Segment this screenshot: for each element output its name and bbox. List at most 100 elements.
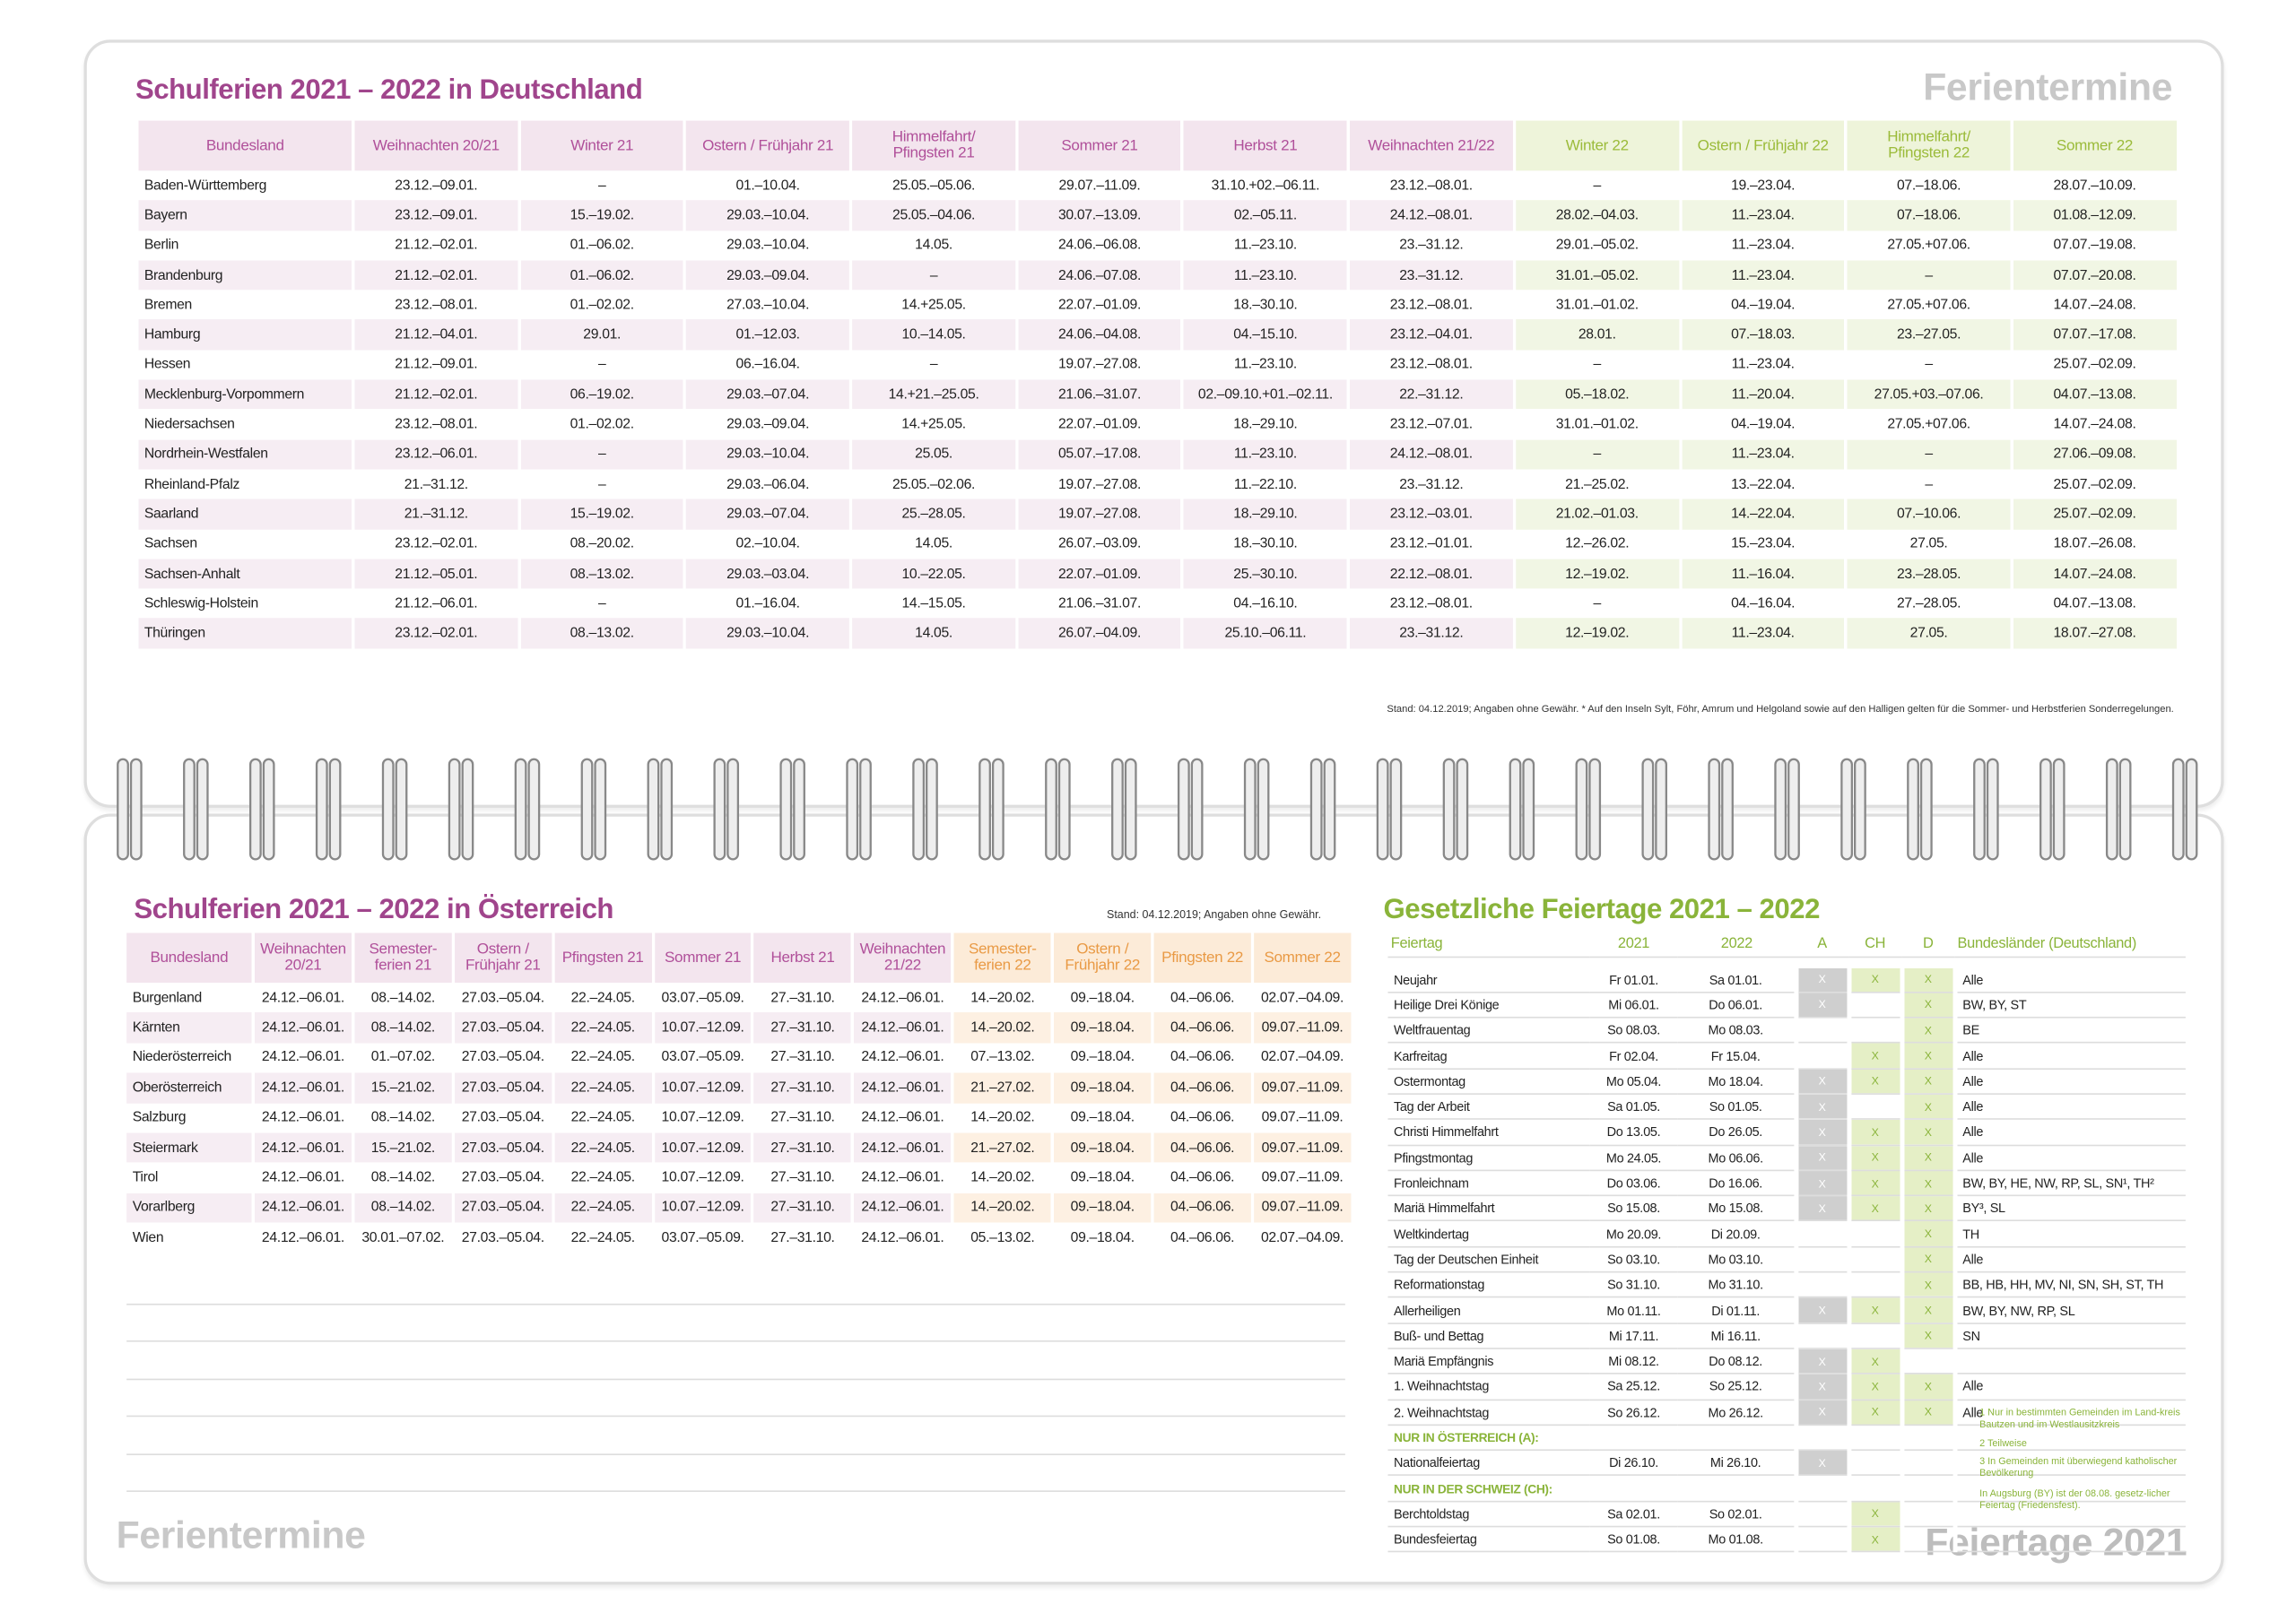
holiday-date: Mo 03.10. <box>1677 1246 1796 1273</box>
states: BE <box>1954 1017 2186 1045</box>
spiral-ring <box>846 758 872 861</box>
country-mark: X <box>1846 1399 1904 1426</box>
table-row: Oberösterreich 24.12.–06.01. 15.–21.02. 27.… <box>126 1072 1354 1104</box>
holiday-row: Mariä Himmelfahrt So 15.08. Mo 15.08. X X X BY… <box>1387 1195 2186 1222</box>
date-range: 23.12.–08.01. <box>1348 290 1516 320</box>
holiday-date: Mo 06.06. <box>1677 1144 1796 1172</box>
date-range: 25.07.–02.09. <box>2012 350 2179 380</box>
holiday-date: Mo 31.10. <box>1677 1271 1796 1298</box>
date-range: 04.–06.06. <box>1152 1132 1254 1163</box>
country-mark <box>1793 1322 1851 1349</box>
spiral-ring <box>1509 758 1535 861</box>
states: Alle <box>1954 1399 2186 1426</box>
date-range: 24.12.–06.01. <box>852 1103 954 1133</box>
writing-line <box>126 1490 1345 1492</box>
section-label: NUR IN DER SCHWEIZ (CH): <box>1387 1475 1796 1503</box>
region-name: Saarland <box>138 499 355 530</box>
date-range: 03.07.–05.09. <box>652 1043 754 1073</box>
holiday-date: Mo 01.08. <box>1677 1526 1796 1553</box>
date-range: – <box>518 469 687 499</box>
country-mark: X <box>1899 967 1957 993</box>
holiday-name: Mariä Empfängnis <box>1387 1348 1590 1375</box>
states: Alle <box>1954 1246 2186 1273</box>
date-range: – <box>518 350 687 380</box>
table-row: Sachsen-Anhalt 21.12.–05.01. 08.–13.02. 29.… <box>138 559 2179 589</box>
date-range: – <box>1512 588 1682 619</box>
table-row: Bremen 23.12.–08.01. 01.–02.02. 27.03.–10.0… <box>138 290 2179 320</box>
date-range: 25.05.–04.06. <box>850 200 1019 230</box>
spiral-ring <box>1309 758 1336 861</box>
spiral-ring <box>2171 758 2198 861</box>
date-range: 01.08.–12.09. <box>2012 200 2179 230</box>
page-label: Ferientermine <box>1923 65 2173 109</box>
region-name: Burgenland <box>126 983 255 1013</box>
date-range: 05.–18.02. <box>1512 379 1682 410</box>
date-range: 30.07.–13.09. <box>1016 200 1185 230</box>
title: Schulferien 2021 – 2022 in Österreich <box>134 894 613 926</box>
holiday-date: Do 16.06. <box>1677 1170 1796 1197</box>
date-range: 12.–19.02. <box>1512 559 1682 589</box>
date-range: 22.–24.05. <box>552 1162 655 1193</box>
holiday-date: So 01.05. <box>1677 1094 1796 1121</box>
holiday-date: Mo 08.03. <box>1677 1017 1796 1045</box>
date-range: 09.07.–11.09. <box>1252 1192 1354 1223</box>
date-range: 15.–21.02. <box>352 1072 455 1104</box>
writing-line <box>126 1378 1345 1380</box>
date-range: 07.–18.03. <box>1680 319 1848 351</box>
table-row: Salzburg 24.12.–06.01. 08.–14.02. 27.03.–05… <box>126 1103 1354 1133</box>
date-range: 31.01.–05.02. <box>1512 260 1682 291</box>
holiday-name: Buß- und Bettag <box>1387 1322 1590 1349</box>
holiday-name: Neujahr <box>1387 967 1590 993</box>
date-range: 18.–30.10. <box>1182 529 1350 559</box>
country-mark <box>1793 1246 1851 1273</box>
spiral-ring <box>448 758 474 861</box>
column-header: A <box>1796 930 1849 958</box>
date-range: 14.–15.05. <box>850 588 1019 619</box>
date-range: 27.03.–05.04. <box>453 1162 555 1193</box>
date-range: 14.+21.–25.05. <box>850 379 1019 410</box>
date-range: 23.12.–02.01. <box>352 618 521 649</box>
date-range: 02.–05.11. <box>1182 200 1350 230</box>
region-name: Baden-Württemberg <box>138 170 355 201</box>
states <box>1954 1348 2186 1375</box>
holiday-name: Karfreitag <box>1387 1043 1590 1070</box>
region-name: Sachsen-Anhalt <box>138 559 355 589</box>
country-mark: X <box>1846 1068 1904 1095</box>
spiral-ring <box>978 758 1004 861</box>
date-range: 04.–06.06. <box>1152 1162 1254 1193</box>
holiday-date: So 15.08. <box>1589 1195 1678 1222</box>
country-mark: X <box>1899 992 1957 1019</box>
date-range: 02.–10.04. <box>684 529 853 559</box>
date-range: 21.06.–31.07. <box>1016 588 1185 619</box>
table-row: Niederösterreich 24.12.–06.01. 01.–07.02. 2… <box>126 1043 1354 1073</box>
date-range: 08.–13.02. <box>518 618 687 649</box>
holiday-date: Sa 25.12. <box>1589 1374 1678 1401</box>
date-range: 22.07.–01.09. <box>1016 559 1185 589</box>
column-header: Bundesländer (Deutschland) <box>1954 930 2186 958</box>
region-name: Hamburg <box>138 319 355 351</box>
region-name: Hessen <box>138 350 355 380</box>
country-mark: X <box>1846 1348 1904 1375</box>
holiday-row: Berchtoldstag Sa 02.01. So 02.01. X <box>1387 1501 2186 1528</box>
date-range: 27.05.+07.06. <box>1846 230 2013 261</box>
date-range: 11.–22.10. <box>1182 469 1350 499</box>
region-name: Berlin <box>138 230 355 261</box>
spiral-ring <box>514 758 541 861</box>
date-range: 27.05. <box>1846 618 2013 649</box>
date-range: 22.–24.05. <box>552 1192 655 1223</box>
column-header: Feiertag <box>1387 930 1590 958</box>
footnote: 1 Nur in bestimmten Gemeinden im Land-kr… <box>1979 1408 2180 1431</box>
date-range: – <box>518 588 687 619</box>
country-mark <box>1793 1043 1851 1070</box>
holiday-date: Fr 02.04. <box>1589 1043 1678 1070</box>
region-name: Bremen <box>138 290 355 320</box>
date-range: 24.06.–04.08. <box>1016 319 1185 351</box>
date-range: 21.–27.02. <box>951 1132 1055 1163</box>
date-range: 24.12.–06.01. <box>253 1043 355 1073</box>
column-header: Weihnachten 20/21 <box>253 932 355 984</box>
states: Alle <box>1954 1094 2186 1121</box>
date-range: 21.–27.02. <box>951 1072 1055 1104</box>
date-range: 24.12.–06.01. <box>852 1192 954 1223</box>
date-range: 25.–28.05. <box>850 499 1019 530</box>
holiday-date: Do 06.01. <box>1677 992 1796 1019</box>
